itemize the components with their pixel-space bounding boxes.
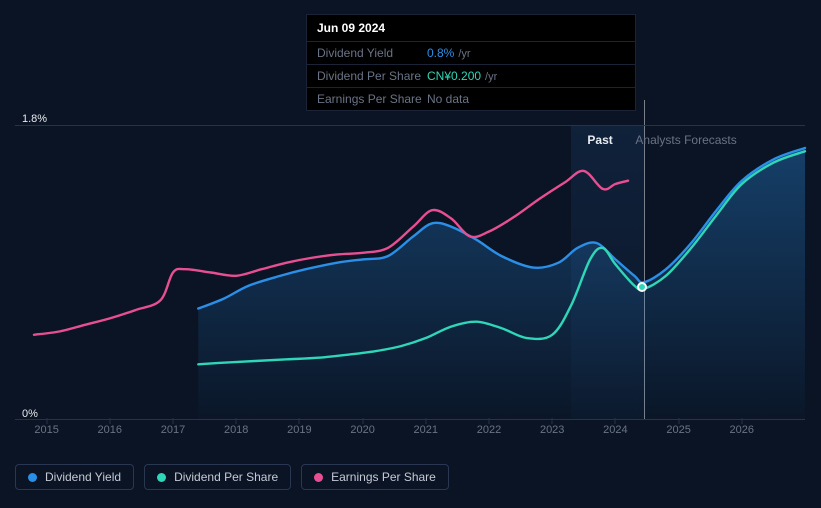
legend-label: Earnings Per Share (331, 470, 436, 484)
x-axis-label: 2024 (603, 424, 627, 436)
x-axis-label: 2018 (224, 424, 248, 436)
x-axis-label: 2019 (287, 424, 311, 436)
x-axis-label: 2020 (350, 424, 374, 436)
x-axis-label: 2025 (666, 424, 690, 436)
legend-dot-icon (28, 473, 37, 482)
legend-label: Dividend Per Share (174, 470, 278, 484)
x-axis-label: 2017 (161, 424, 185, 436)
tooltip-row-label: Earnings Per Share (317, 92, 427, 106)
area-fill-dividend-yield (198, 148, 805, 420)
x-axis-label: 2023 (540, 424, 564, 436)
tooltip-date: Jun 09 2024 (307, 15, 635, 42)
chart-container: { "tooltip": { "date": "Jun 09 2024", "r… (0, 0, 821, 508)
legend-item[interactable]: Earnings Per Share (301, 464, 449, 490)
legend-dot-icon (314, 473, 323, 482)
x-axis-label: 2015 (34, 424, 58, 436)
x-axis-label: 2022 (477, 424, 501, 436)
tooltip-row: Dividend Per ShareCN¥0.200/yr (307, 65, 635, 88)
legend-item[interactable]: Dividend Yield (15, 464, 134, 490)
chart-svg (15, 125, 805, 420)
tooltip-row: Earnings Per ShareNo data (307, 88, 635, 110)
x-axis-label: 2026 (730, 424, 754, 436)
x-axis-label: 2016 (98, 424, 122, 436)
chart-tooltip: Jun 09 2024 Dividend Yield0.8%/yrDividen… (306, 14, 636, 111)
legend-dot-icon (157, 473, 166, 482)
legend-label: Dividend Yield (45, 470, 121, 484)
tooltip-row-value: No data (427, 92, 469, 106)
x-axis-label: 2021 (414, 424, 438, 436)
chart-legend: Dividend Yield Dividend Per Share Earnings… (15, 464, 449, 490)
tooltip-row-value: 0.8%/yr (427, 46, 471, 60)
y-axis-label: 1.8% (22, 113, 47, 125)
tooltip-row-value: CN¥0.200/yr (427, 69, 497, 83)
tooltip-row: Dividend Yield0.8%/yr (307, 42, 635, 65)
tooltip-row-label: Dividend Per Share (317, 69, 427, 83)
legend-item[interactable]: Dividend Per Share (144, 464, 291, 490)
tooltip-row-label: Dividend Yield (317, 46, 427, 60)
x-axis: 2015 2016 2017 2018 2019 2020 2021 2022 2023 2024… (15, 424, 805, 444)
cursor-marker (637, 282, 647, 292)
